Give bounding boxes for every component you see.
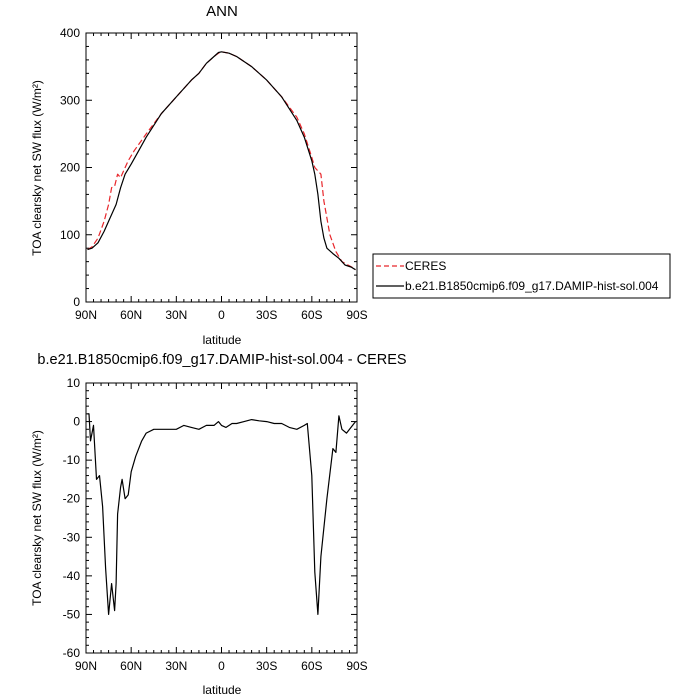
top-y-tick-label: 0 xyxy=(73,295,80,309)
bottom-panel-title: b.e21.B1850cmip6.f09_g17.DAMIP-hist-sol.… xyxy=(37,352,406,368)
bottom-x-tick-label: 60S xyxy=(301,659,322,673)
bottom-y-tick-label: -60 xyxy=(63,646,81,660)
top-x-tick-label: 30S xyxy=(256,308,277,322)
top-y-tick-label: 300 xyxy=(60,93,80,107)
bottom-y-tick-label: -40 xyxy=(63,569,81,583)
top-x-tick-label: 90N xyxy=(75,308,97,322)
bottom-y-tick-label: 10 xyxy=(67,376,81,390)
top-series-line-0 xyxy=(87,51,356,271)
bottom-y-tick-label: 0 xyxy=(73,415,80,429)
bottom-y-axis-label: TOA clearsky net SW flux (W/m²) xyxy=(30,430,44,606)
top-x-tick-label: 30N xyxy=(165,308,187,322)
bottom-x-tick-label: 90N xyxy=(75,659,97,673)
top-panel-title: ANN xyxy=(206,3,238,20)
bottom-plot-frame xyxy=(85,382,358,654)
bottom-y-tick-label: -10 xyxy=(63,453,81,467)
top-x-tick-label: 60N xyxy=(120,308,142,322)
bottom-x-tick-label: 30N xyxy=(165,659,187,673)
top-y-tick-label: 100 xyxy=(60,228,80,242)
top-y-tick-label: 200 xyxy=(60,161,80,175)
bottom-y-tick-label: -50 xyxy=(63,607,81,621)
top-series-line-1 xyxy=(87,51,356,271)
top-x-tick-label: 0 xyxy=(218,308,225,322)
bottom-y-tick-label: -20 xyxy=(63,492,81,506)
top-plot-frame xyxy=(85,32,358,303)
bottom-series-line-0 xyxy=(87,413,356,615)
top-x-tick-label: 60S xyxy=(301,308,322,322)
bottom-x-tick-label: 30S xyxy=(256,659,277,673)
legend-box xyxy=(372,253,671,299)
top-x-axis-label: latitude xyxy=(203,333,242,347)
bottom-x-axis-label: latitude xyxy=(203,683,242,697)
bottom-x-tick-label: 90S xyxy=(346,659,367,673)
legend-label-model: b.e21.B1850cmip6.f09_g17.DAMIP-hist-sol.… xyxy=(405,279,659,293)
legend-label-ceres: CERES xyxy=(405,259,446,273)
bottom-x-tick-label: 60N xyxy=(120,659,142,673)
bottom-x-tick-label: 0 xyxy=(218,659,225,673)
top-y-axis-label: TOA clearsky net SW flux (W/m²) xyxy=(30,80,44,256)
bottom-y-tick-label: -30 xyxy=(63,530,81,544)
top-y-tick-label: 400 xyxy=(60,26,80,40)
top-plot-area: 0 100 200 300 400 90N 60N 30N 0 30S 60S 90S xyxy=(60,26,368,322)
legend: CERES b.e21.B1850cmip6.f09_g17.DAMIP-his… xyxy=(372,253,671,299)
top-x-tick-label: 90S xyxy=(346,308,367,322)
top-panel: ANN 0 100 200 300 400 90N 60N 30N 0 30S 60S 90S TOA… xyxy=(30,3,671,347)
bottom-panel: b.e21.B1850cmip6.f09_g17.DAMIP-hist-sol.… xyxy=(30,352,407,697)
bottom-plot-area: -60 -50 -40 -30 -20 -10 0 10 90N 60N 30N 0 30S 60S 90S xyxy=(63,376,368,673)
